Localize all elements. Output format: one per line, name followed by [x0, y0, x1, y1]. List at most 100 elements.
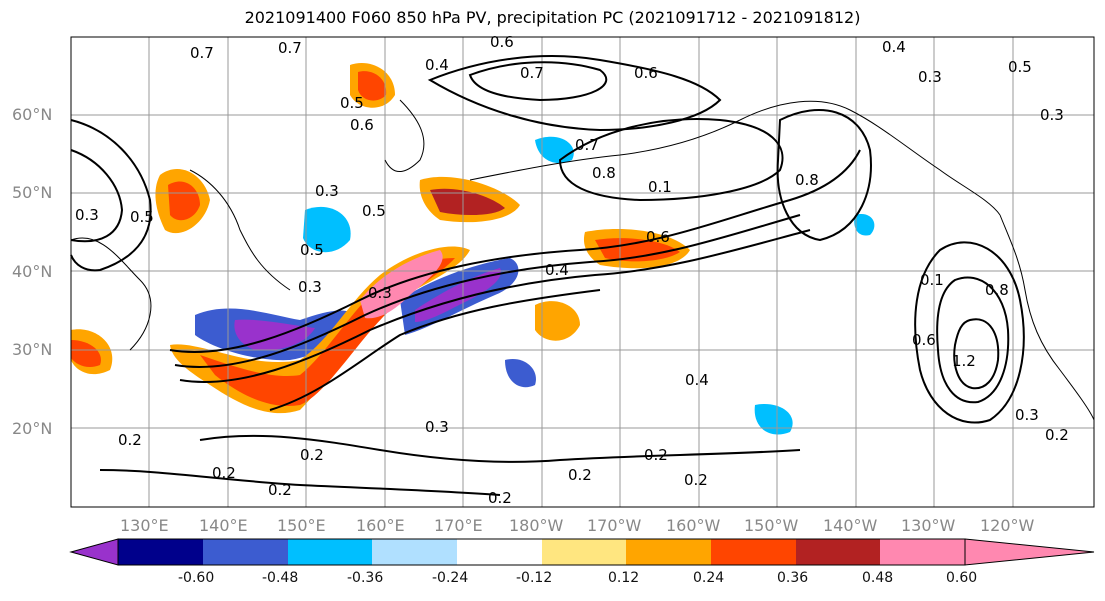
contour-label: 0.5 — [1008, 58, 1032, 76]
colorbar-tick-label: -0.12 — [516, 570, 553, 586]
svg-text:0.3: 0.3 — [298, 278, 322, 296]
shade-purple-east — [415, 268, 501, 322]
shade-red-okhotsk — [358, 71, 387, 101]
lon-label: 120°W — [980, 516, 1035, 535]
contour-label: 0.3 — [1040, 106, 1064, 124]
contour-label: 1.2 — [952, 352, 976, 370]
colorbar-segment — [880, 539, 965, 565]
contour-aleut-1 — [558, 118, 784, 202]
coast-aleutian — [469, 119, 741, 181]
colorbar-segment — [288, 539, 372, 565]
contour-label: 0.3 — [918, 68, 942, 86]
svg-text:0.2: 0.2 — [212, 464, 236, 482]
lon-label: 140°E — [199, 516, 248, 535]
lon-label: 170°W — [587, 516, 642, 535]
contour-label: 0.5 — [130, 208, 154, 226]
contour-label: 0.8 — [985, 281, 1009, 299]
shade-darkred-north — [430, 188, 505, 216]
lon-label: 130°E — [120, 516, 169, 535]
contour-label: 0.7 — [278, 39, 302, 57]
colorbar-segment — [457, 539, 542, 565]
colorbar-segment — [542, 539, 626, 565]
coast-na-west — [999, 214, 1095, 421]
lon-label: 160°W — [666, 516, 721, 535]
contour-label: 0.4 — [545, 261, 569, 279]
contour-labels: 0.7 0.4 0.6 0.7 0.6 0.4 0.3 0.5 0.3 0.5 … — [75, 33, 1069, 507]
svg-text:0.6: 0.6 — [646, 228, 670, 246]
contour-jet-1 — [169, 149, 861, 353]
svg-text:0.1: 0.1 — [920, 271, 944, 289]
svg-text:0.2: 0.2 — [644, 446, 668, 464]
colorbar-tick-label: 0.60 — [946, 570, 978, 586]
pv-contours — [70, 55, 1025, 496]
svg-text:0.8: 0.8 — [795, 171, 819, 189]
contour-label: 0.8 — [592, 164, 616, 182]
svg-text:0.5: 0.5 — [362, 202, 386, 220]
colorbar-tick-label: -0.48 — [262, 570, 299, 586]
colorbar-tick-label: -0.60 — [178, 570, 215, 586]
shade-red-sw — [71, 340, 101, 368]
contour-label: 0.7 — [575, 136, 599, 154]
svg-text:0.2: 0.2 — [118, 431, 142, 449]
colorbar-tick-label: -0.36 — [347, 570, 384, 586]
lon-label: 170°E — [434, 516, 483, 535]
lon-label: 150°E — [277, 516, 326, 535]
lon-label: 180°W — [509, 516, 564, 535]
contour-east-1 — [914, 241, 1025, 424]
contour-label: 0.5 — [340, 94, 364, 112]
contour-label: 0.3 — [75, 206, 99, 224]
contour-label: 0.3 — [368, 284, 392, 302]
svg-text:0.4: 0.4 — [882, 38, 906, 56]
map-title: 2021091400 F060 850 hPa PV, precipitatio… — [244, 8, 861, 27]
svg-text:0.5: 0.5 — [1008, 58, 1032, 76]
contour-label: 0.6 — [646, 228, 670, 246]
svg-text:0.5: 0.5 — [340, 94, 364, 112]
colorbar-segment — [118, 539, 203, 565]
shade-orange-subtrop — [535, 301, 580, 341]
svg-text:0.3: 0.3 — [315, 182, 339, 200]
contour-label: 0.6 — [912, 331, 936, 349]
lat-label-20n: 20°N — [12, 419, 53, 438]
contour-east-2 — [936, 276, 1010, 404]
svg-text:1.2: 1.2 — [952, 352, 976, 370]
svg-text:0.3: 0.3 — [368, 284, 392, 302]
coast-alaska — [739, 100, 1001, 216]
contour-label: 0.3 — [298, 278, 322, 296]
lat-label-60n: 60°N — [12, 105, 53, 124]
lat-label-50n: 50°N — [12, 183, 53, 202]
contour-label: 0.4 — [882, 38, 906, 56]
contour-label: 0.6 — [490, 33, 514, 51]
precip-shading — [71, 63, 875, 435]
svg-text:0.3: 0.3 — [425, 418, 449, 436]
graticule — [71, 37, 1094, 507]
contour-label: 0.2 — [644, 446, 668, 464]
contour-label: 0.1 — [648, 178, 672, 196]
contour-label: 0.2 — [300, 446, 324, 464]
contour-label: 0.3 — [315, 182, 339, 200]
contour-label: 0.2 — [118, 431, 142, 449]
svg-text:0.2: 0.2 — [684, 471, 708, 489]
colorbar-tick-label: 0.12 — [608, 570, 640, 586]
svg-text:0.8: 0.8 — [985, 281, 1009, 299]
svg-text:0.7: 0.7 — [575, 136, 599, 154]
colorbar-max-extension — [964, 538, 1095, 566]
svg-text:0.3: 0.3 — [1015, 406, 1039, 424]
contour-west-2 — [70, 149, 124, 243]
contour-label: 0.2 — [212, 464, 236, 482]
contour-jet-3 — [179, 229, 811, 383]
contour-west-1 — [70, 119, 152, 272]
colorbar-tick-label: 0.24 — [693, 570, 725, 586]
contour-label: 0.6 — [634, 64, 658, 82]
svg-text:0.6: 0.6 — [490, 33, 514, 51]
contour-south-2 — [99, 469, 501, 496]
shade-cyan-north — [303, 206, 351, 253]
contour-gulf-1 — [776, 109, 872, 242]
contour-label: 0.2 — [684, 471, 708, 489]
contour-label: 0.4 — [685, 371, 709, 389]
contour-label: 0.6 — [350, 116, 374, 134]
svg-text:0.6: 0.6 — [634, 64, 658, 82]
colorbar-segment — [626, 539, 711, 565]
contour-label: 0.7 — [190, 44, 214, 62]
shade-blue-sub — [505, 359, 536, 388]
